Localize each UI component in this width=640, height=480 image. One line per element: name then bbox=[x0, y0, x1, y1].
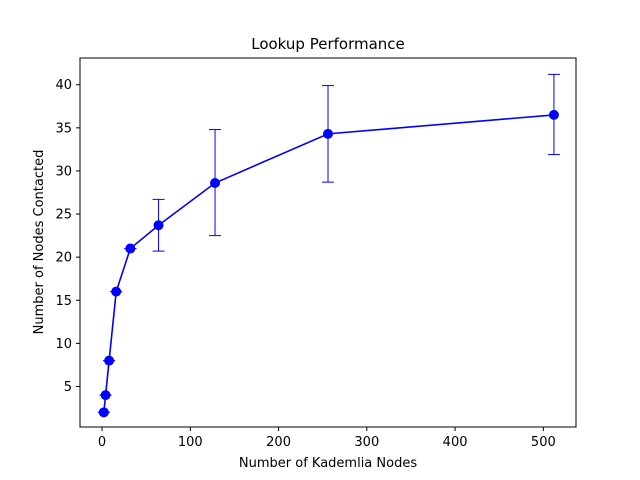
data-point bbox=[548, 109, 559, 120]
x-tick-label: 100 bbox=[178, 435, 203, 450]
axes-frame bbox=[79, 57, 577, 428]
y-tick-label: 15 bbox=[55, 294, 72, 309]
x-tick-label: 300 bbox=[354, 435, 379, 450]
y-tick-label: 5 bbox=[64, 380, 72, 395]
y-tick-label: 20 bbox=[55, 251, 72, 266]
chart-title: Lookup Performance bbox=[251, 35, 405, 53]
data-point bbox=[98, 407, 109, 418]
x-axis-label: Number of Kademlia Nodes bbox=[239, 456, 417, 471]
data-point bbox=[153, 220, 164, 231]
y-axis-label: Number of Nodes Contacted bbox=[32, 150, 47, 335]
data-point bbox=[111, 286, 122, 297]
y-tick-label: 30 bbox=[55, 164, 72, 179]
x-tick-label: 0 bbox=[98, 435, 106, 450]
data-point bbox=[210, 178, 221, 189]
y-tick-label: 40 bbox=[55, 78, 72, 93]
x-tick-label: 500 bbox=[531, 435, 556, 450]
plot-area: 0 100 200 300 400 500 5 10 15 20 25 30 35 40 bbox=[55, 73, 560, 450]
data-point bbox=[104, 355, 115, 366]
data-point bbox=[323, 128, 333, 139]
y-tick-label: 10 bbox=[55, 337, 72, 352]
x-tick-label: 400 bbox=[443, 435, 468, 450]
y-tick-label: 25 bbox=[55, 208, 72, 223]
data-point bbox=[125, 243, 136, 254]
y-tick-label: 35 bbox=[55, 121, 72, 136]
x-tick-label: 200 bbox=[266, 435, 291, 450]
data-point bbox=[100, 390, 111, 401]
